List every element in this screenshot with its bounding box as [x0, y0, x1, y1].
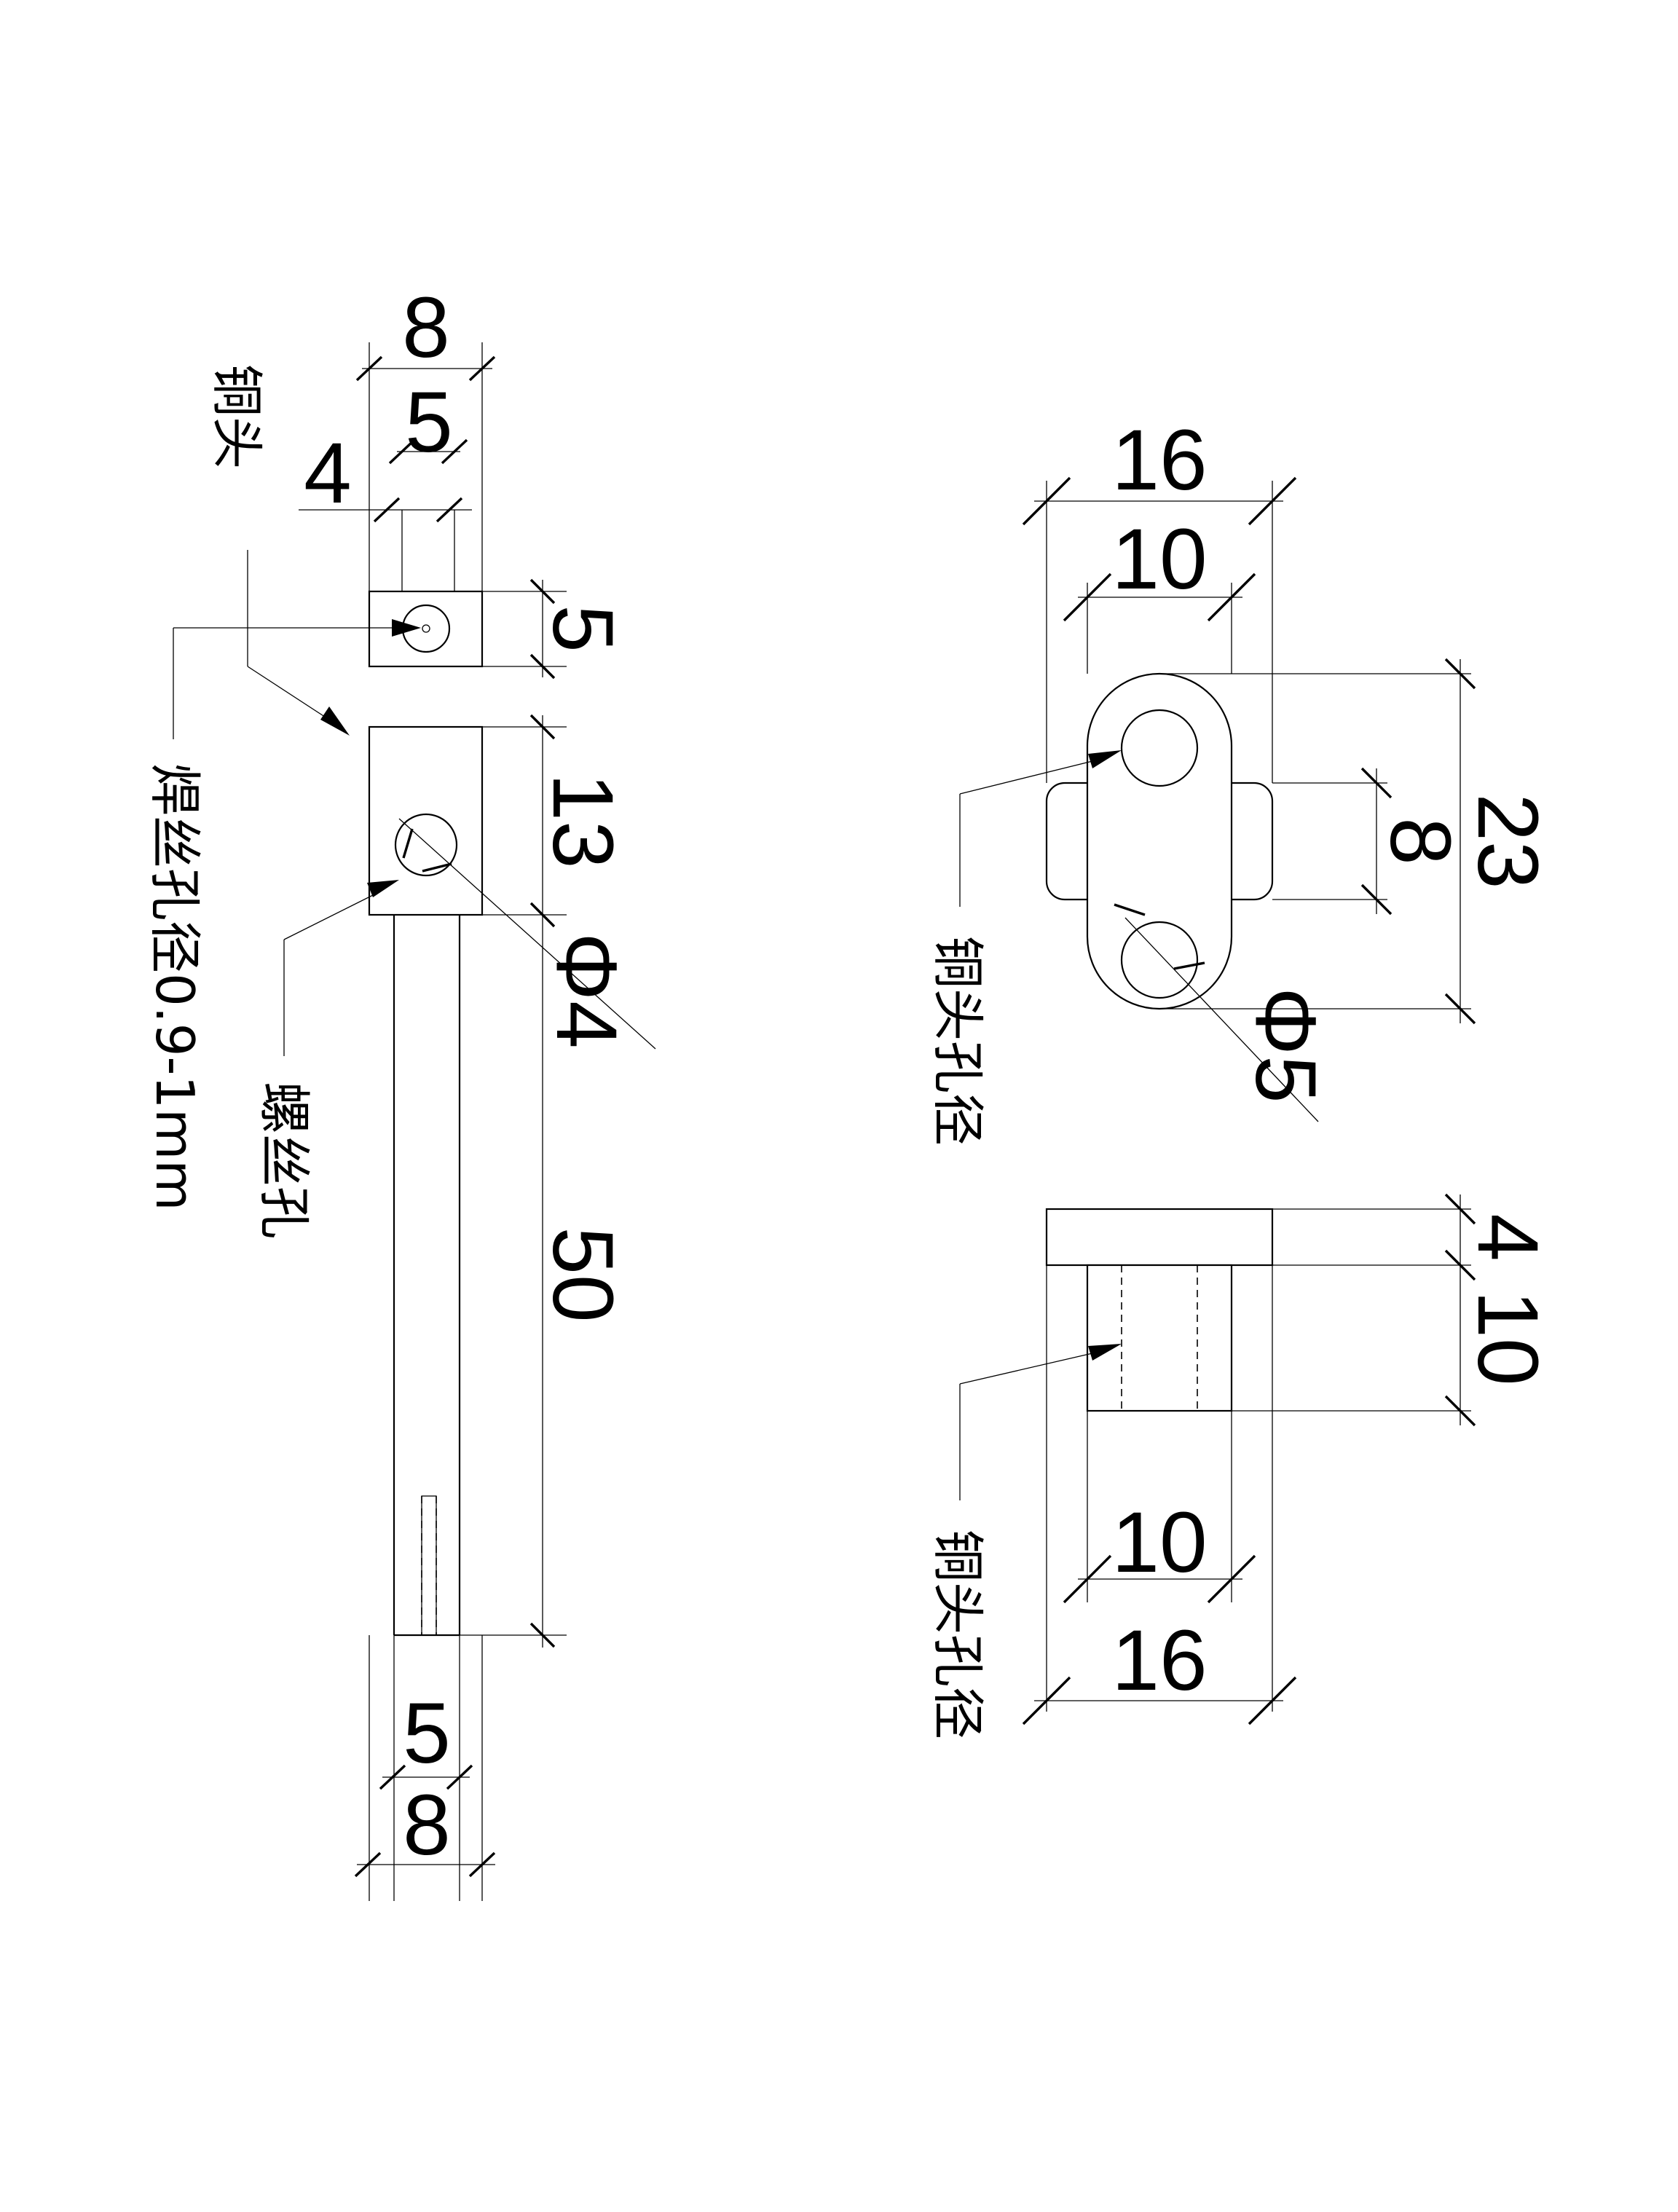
- right-dim-width-10-top: 10: [1111, 511, 1207, 607]
- right-dim-body-10: 10: [1460, 1290, 1556, 1385]
- left-dim-offset-4: 4: [304, 425, 352, 521]
- label-copper-hole-side: 铜头孔径: [927, 1530, 988, 1739]
- right-dim-right: 23 8: [1159, 658, 1556, 1025]
- label-weld-hole-diameter: 焊丝孔径0.9-1mm: [144, 763, 205, 1211]
- right-dim-width-16-bottom: 16: [1111, 1613, 1207, 1709]
- right-dim-side: 4 10: [1232, 1193, 1556, 1427]
- right-dim-top: 16 10: [1022, 412, 1297, 783]
- left-dim-bottom: 5 8: [354, 1635, 496, 1901]
- left-leader-weld-hole: 焊丝孔径0.9-1mm: [144, 619, 421, 1211]
- right-dim-hole-diameter: Φ5: [1114, 903, 1334, 1122]
- left-dim-right: 5 13 50: [460, 578, 631, 1648]
- right-head-side-view: [1045, 1208, 1274, 1412]
- left-leader-copper-head: 铜头: [206, 364, 350, 736]
- left-dim-top: 8 5 4: [299, 280, 496, 591]
- left-head-top-view: [368, 510, 484, 668]
- left-dim-block-height-13: 13: [535, 773, 631, 868]
- left-view: 8 5 4 5 8: [144, 280, 656, 1901]
- right-dim-bottom: 10 16: [1022, 1265, 1297, 1725]
- right-leader-hole-side: 铜头孔径: [927, 1344, 1122, 1739]
- right-view: 16 10 10 16 23: [927, 412, 1556, 1739]
- right-dim-width-10-bottom: 10: [1111, 1495, 1207, 1591]
- left-leader-screw-hole: 螺丝孔: [253, 880, 399, 1239]
- left-dim-phi4: Φ4: [538, 932, 634, 1049]
- left-dim-width-8-bottom: 8: [403, 1777, 451, 1873]
- left-dim-width-8-top: 8: [402, 280, 450, 376]
- left-dim-width-5-top: 5: [405, 374, 453, 471]
- left-dim-head-height-5: 5: [535, 605, 631, 653]
- right-dim-phi5: Φ5: [1237, 987, 1334, 1103]
- right-dim-overall-23: 23: [1460, 793, 1556, 889]
- left-dim-rod-length-50: 50: [535, 1227, 631, 1322]
- left-block-side-view: [368, 725, 484, 1637]
- left-dim-hole-diameter: Φ4: [398, 818, 656, 1050]
- right-head-top-view: [1045, 672, 1274, 1010]
- label-copper-hole-top: 铜头孔径: [927, 936, 988, 1146]
- right-dim-flange-4: 4: [1460, 1213, 1556, 1262]
- right-dim-spacing-8: 8: [1372, 817, 1468, 865]
- label-copper-head: 铜头: [206, 364, 267, 469]
- label-screw-hole: 螺丝孔: [253, 1082, 315, 1239]
- left-dim-width-5-bottom: 5: [403, 1685, 451, 1782]
- right-dim-width-16-top: 16: [1111, 412, 1207, 508]
- right-leader-hole-top: 铜头孔径: [927, 750, 1122, 1146]
